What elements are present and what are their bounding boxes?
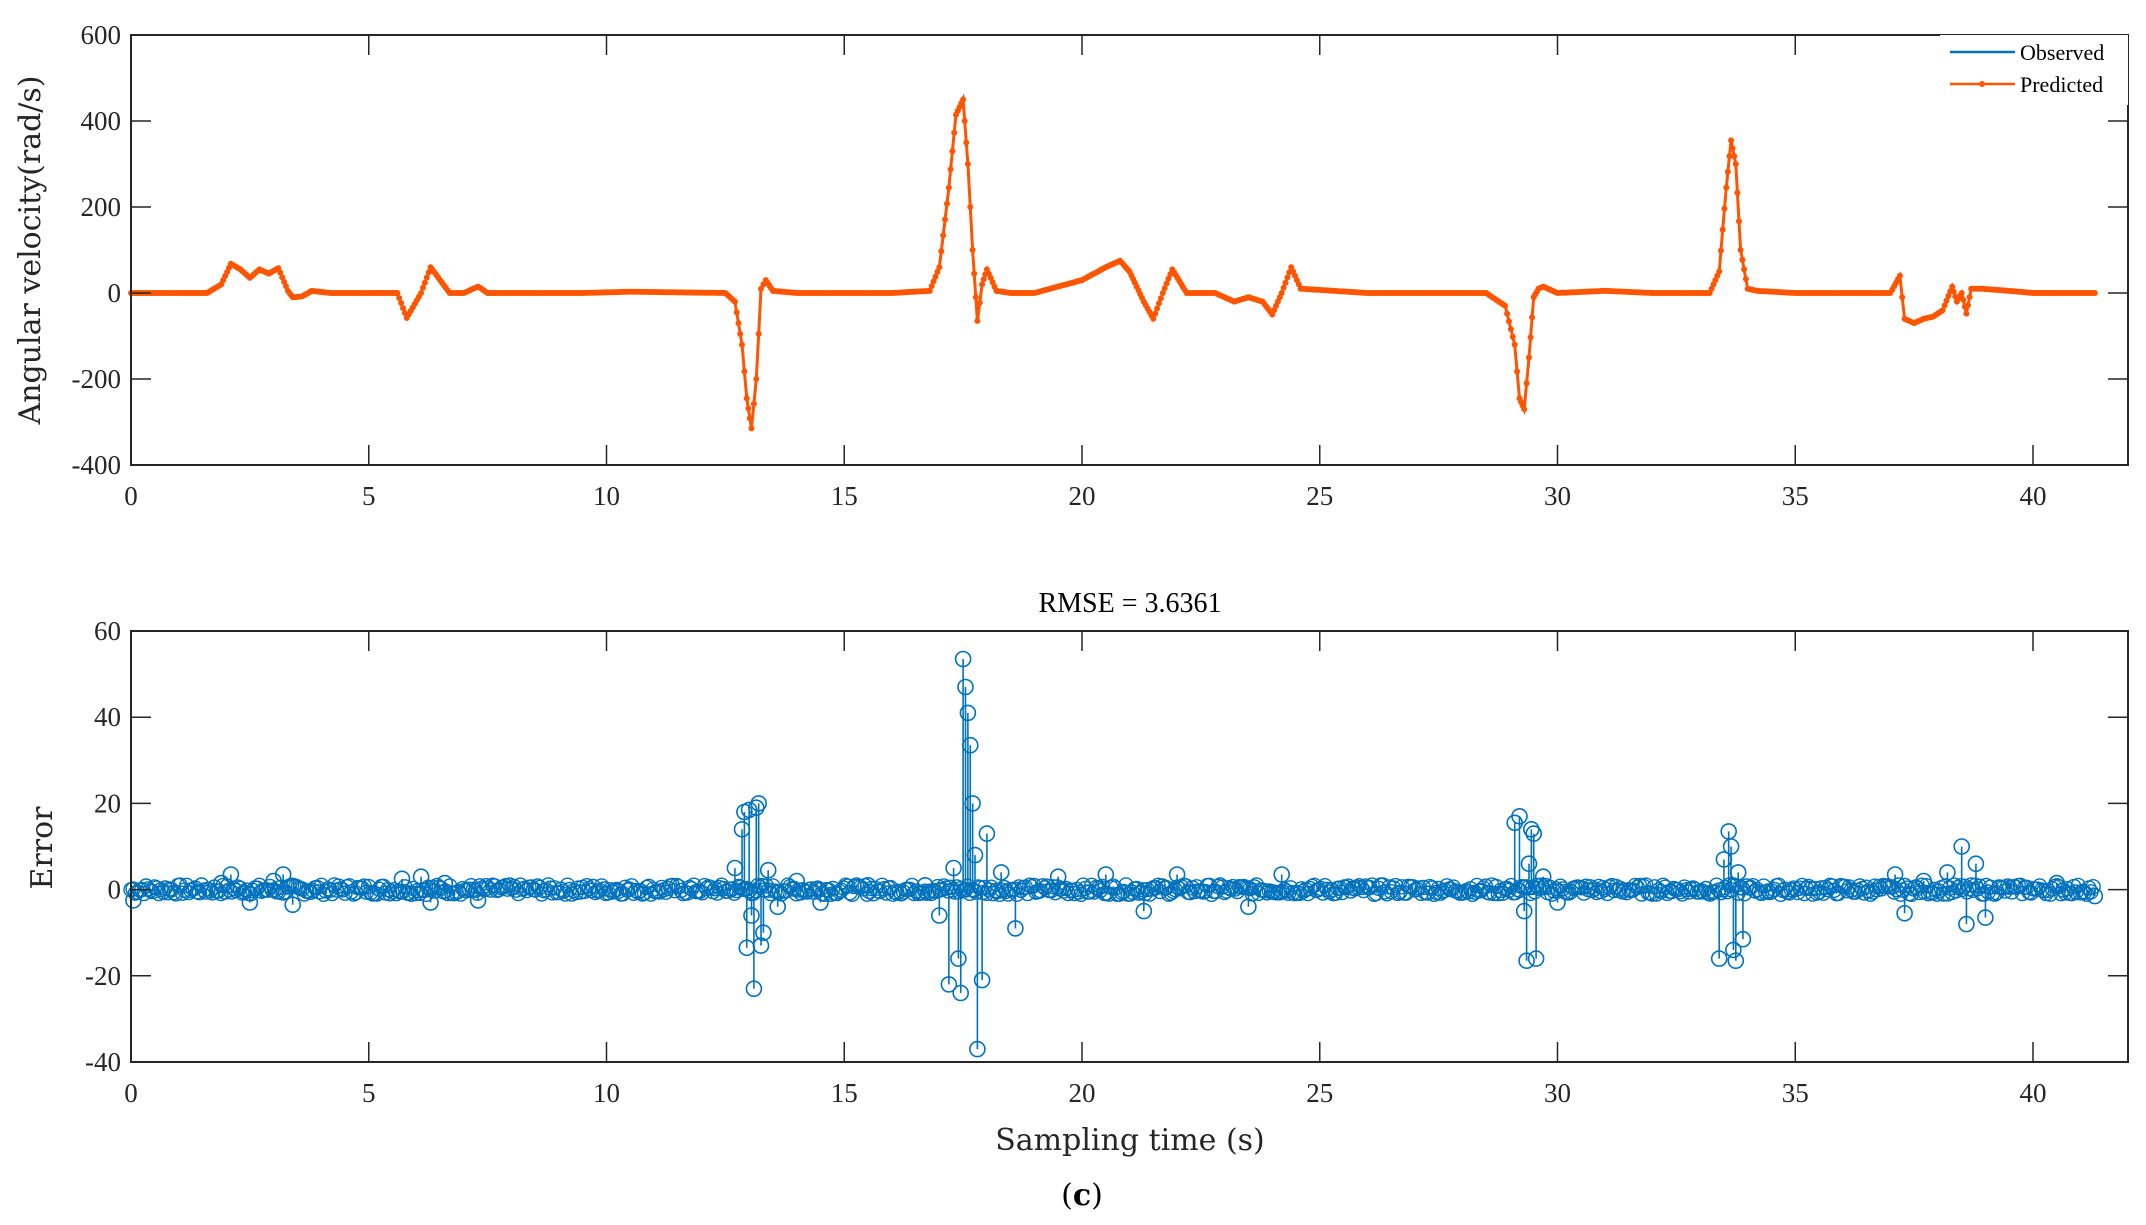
x-tick-label: 0 bbox=[124, 1078, 138, 1108]
caption-label: c bbox=[1073, 1178, 1091, 1213]
y-tick-label: 400 bbox=[81, 106, 122, 136]
y-tick-label: 0 bbox=[108, 875, 122, 905]
legend-box bbox=[1940, 35, 2128, 105]
x-tick-label: 40 bbox=[2020, 481, 2047, 511]
bottom-plot-y-axis-label: Error bbox=[25, 806, 60, 890]
caption-close-paren: ) bbox=[1091, 1178, 1103, 1213]
x-tick-label: 5 bbox=[362, 1078, 376, 1108]
bottom-plot-title: RMSE = 3.6361 bbox=[1038, 588, 1221, 619]
legend: Observed Predicted bbox=[1940, 35, 2128, 105]
x-tick-label: 35 bbox=[1782, 1078, 1809, 1108]
bottom-plot-x-axis-label: Sampling time (s) bbox=[995, 1123, 1265, 1158]
x-tick-label: 35 bbox=[1782, 481, 1809, 511]
x-tick-label: 20 bbox=[1069, 1078, 1096, 1108]
y-tick-label: -20 bbox=[85, 961, 121, 991]
y-tick-label: -400 bbox=[72, 450, 122, 480]
y-tick-label: 600 bbox=[81, 20, 122, 50]
error-stem-markers bbox=[125, 650, 2104, 1058]
bottom-plot: RMSE = 3.6361 0 5 10 15 20 25 30 35 40 -40 -20 0 20… bbox=[25, 588, 2129, 1158]
y-tick-label: 0 bbox=[108, 278, 122, 308]
top-plot: 0 5 10 15 20 25 30 35 40 -400 -200 0 200 400 600 Angu… bbox=[13, 20, 2129, 511]
x-tick-label: 40 bbox=[2020, 1078, 2047, 1108]
bottom-plot-x-ticks: 0 5 10 15 20 25 30 35 40 bbox=[124, 631, 2047, 1108]
x-tick-label: 15 bbox=[831, 481, 858, 511]
y-tick-label: -200 bbox=[72, 364, 122, 394]
y-tick-label: 40 bbox=[94, 702, 121, 732]
predicted-markers bbox=[128, 96, 2098, 432]
x-tick-label: 20 bbox=[1069, 481, 1096, 511]
y-tick-label: 60 bbox=[94, 616, 121, 646]
y-tick-label: 20 bbox=[94, 788, 121, 818]
legend-predicted-marker-icon bbox=[1979, 81, 1985, 87]
x-tick-label: 5 bbox=[362, 481, 376, 511]
caption-open-paren: ( bbox=[1061, 1178, 1073, 1213]
error-baseline-markers bbox=[123, 877, 2101, 902]
legend-predicted-label: Predicted bbox=[2020, 72, 2103, 97]
bottom-plot-axes-box bbox=[130, 630, 2129, 1063]
top-plot-y-axis-label: Angular velocity(rad/s) bbox=[13, 76, 48, 426]
x-tick-label: 25 bbox=[1306, 1078, 1333, 1108]
x-tick-label: 30 bbox=[1544, 1078, 1571, 1108]
top-plot-x-ticks: 0 5 10 15 20 25 30 35 40 bbox=[124, 35, 2047, 511]
x-tick-label: 10 bbox=[593, 1078, 620, 1108]
x-tick-label: 15 bbox=[831, 1078, 858, 1108]
y-tick-label: -40 bbox=[85, 1047, 121, 1077]
top-plot-y-ticks: -400 -200 0 200 400 600 bbox=[72, 20, 2128, 480]
bottom-plot-series bbox=[123, 650, 2104, 1058]
figure-caption: (c) bbox=[1061, 1178, 1103, 1213]
x-tick-label: 0 bbox=[124, 481, 138, 511]
y-tick-label: 200 bbox=[81, 192, 122, 222]
x-tick-label: 25 bbox=[1306, 481, 1333, 511]
bottom-plot-y-ticks: -40 -20 0 20 40 60 bbox=[85, 616, 2128, 1077]
x-tick-label: 30 bbox=[1544, 481, 1571, 511]
legend-observed-label: Observed bbox=[2020, 40, 2104, 65]
top-plot-series bbox=[128, 93, 2098, 432]
x-tick-label: 10 bbox=[593, 481, 620, 511]
top-plot-axes-box bbox=[130, 34, 2129, 466]
